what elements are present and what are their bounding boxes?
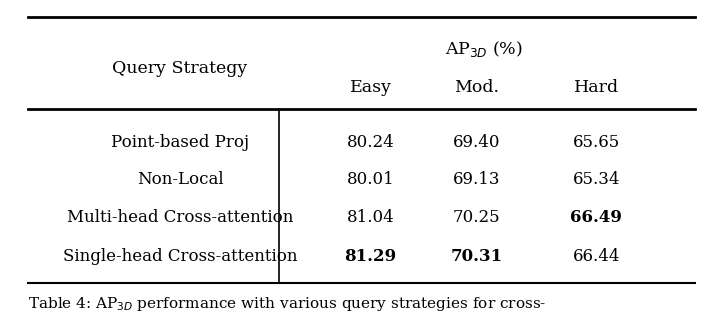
Text: 70.31: 70.31 xyxy=(451,248,503,265)
Text: 70.25: 70.25 xyxy=(453,209,500,226)
Text: Hard: Hard xyxy=(574,79,619,96)
Text: 66.44: 66.44 xyxy=(572,248,620,265)
Text: Single-head Cross-attention: Single-head Cross-attention xyxy=(63,248,297,265)
Text: 81.29: 81.29 xyxy=(345,248,397,265)
Text: 65.65: 65.65 xyxy=(572,134,620,151)
Text: 66.49: 66.49 xyxy=(570,209,622,226)
Text: 80.01: 80.01 xyxy=(347,171,395,188)
Text: 69.13: 69.13 xyxy=(453,171,500,188)
Text: Query Strategy: Query Strategy xyxy=(112,60,248,77)
Text: AP$_{3D}$ (%): AP$_{3D}$ (%) xyxy=(444,39,523,58)
Text: Non-Local: Non-Local xyxy=(137,171,223,188)
Text: 81.04: 81.04 xyxy=(347,209,395,226)
Text: Point-based Proj: Point-based Proj xyxy=(111,134,249,151)
Text: Table 4: AP$_{3D}$ performance with various query strategies for cross-: Table 4: AP$_{3D}$ performance with vari… xyxy=(28,295,546,314)
Text: Easy: Easy xyxy=(350,79,392,96)
Text: 69.40: 69.40 xyxy=(453,134,500,151)
Text: Mod.: Mod. xyxy=(454,79,499,96)
Text: Multi-head Cross-attention: Multi-head Cross-attention xyxy=(67,209,293,226)
Text: 80.24: 80.24 xyxy=(347,134,395,151)
Text: 65.34: 65.34 xyxy=(572,171,620,188)
